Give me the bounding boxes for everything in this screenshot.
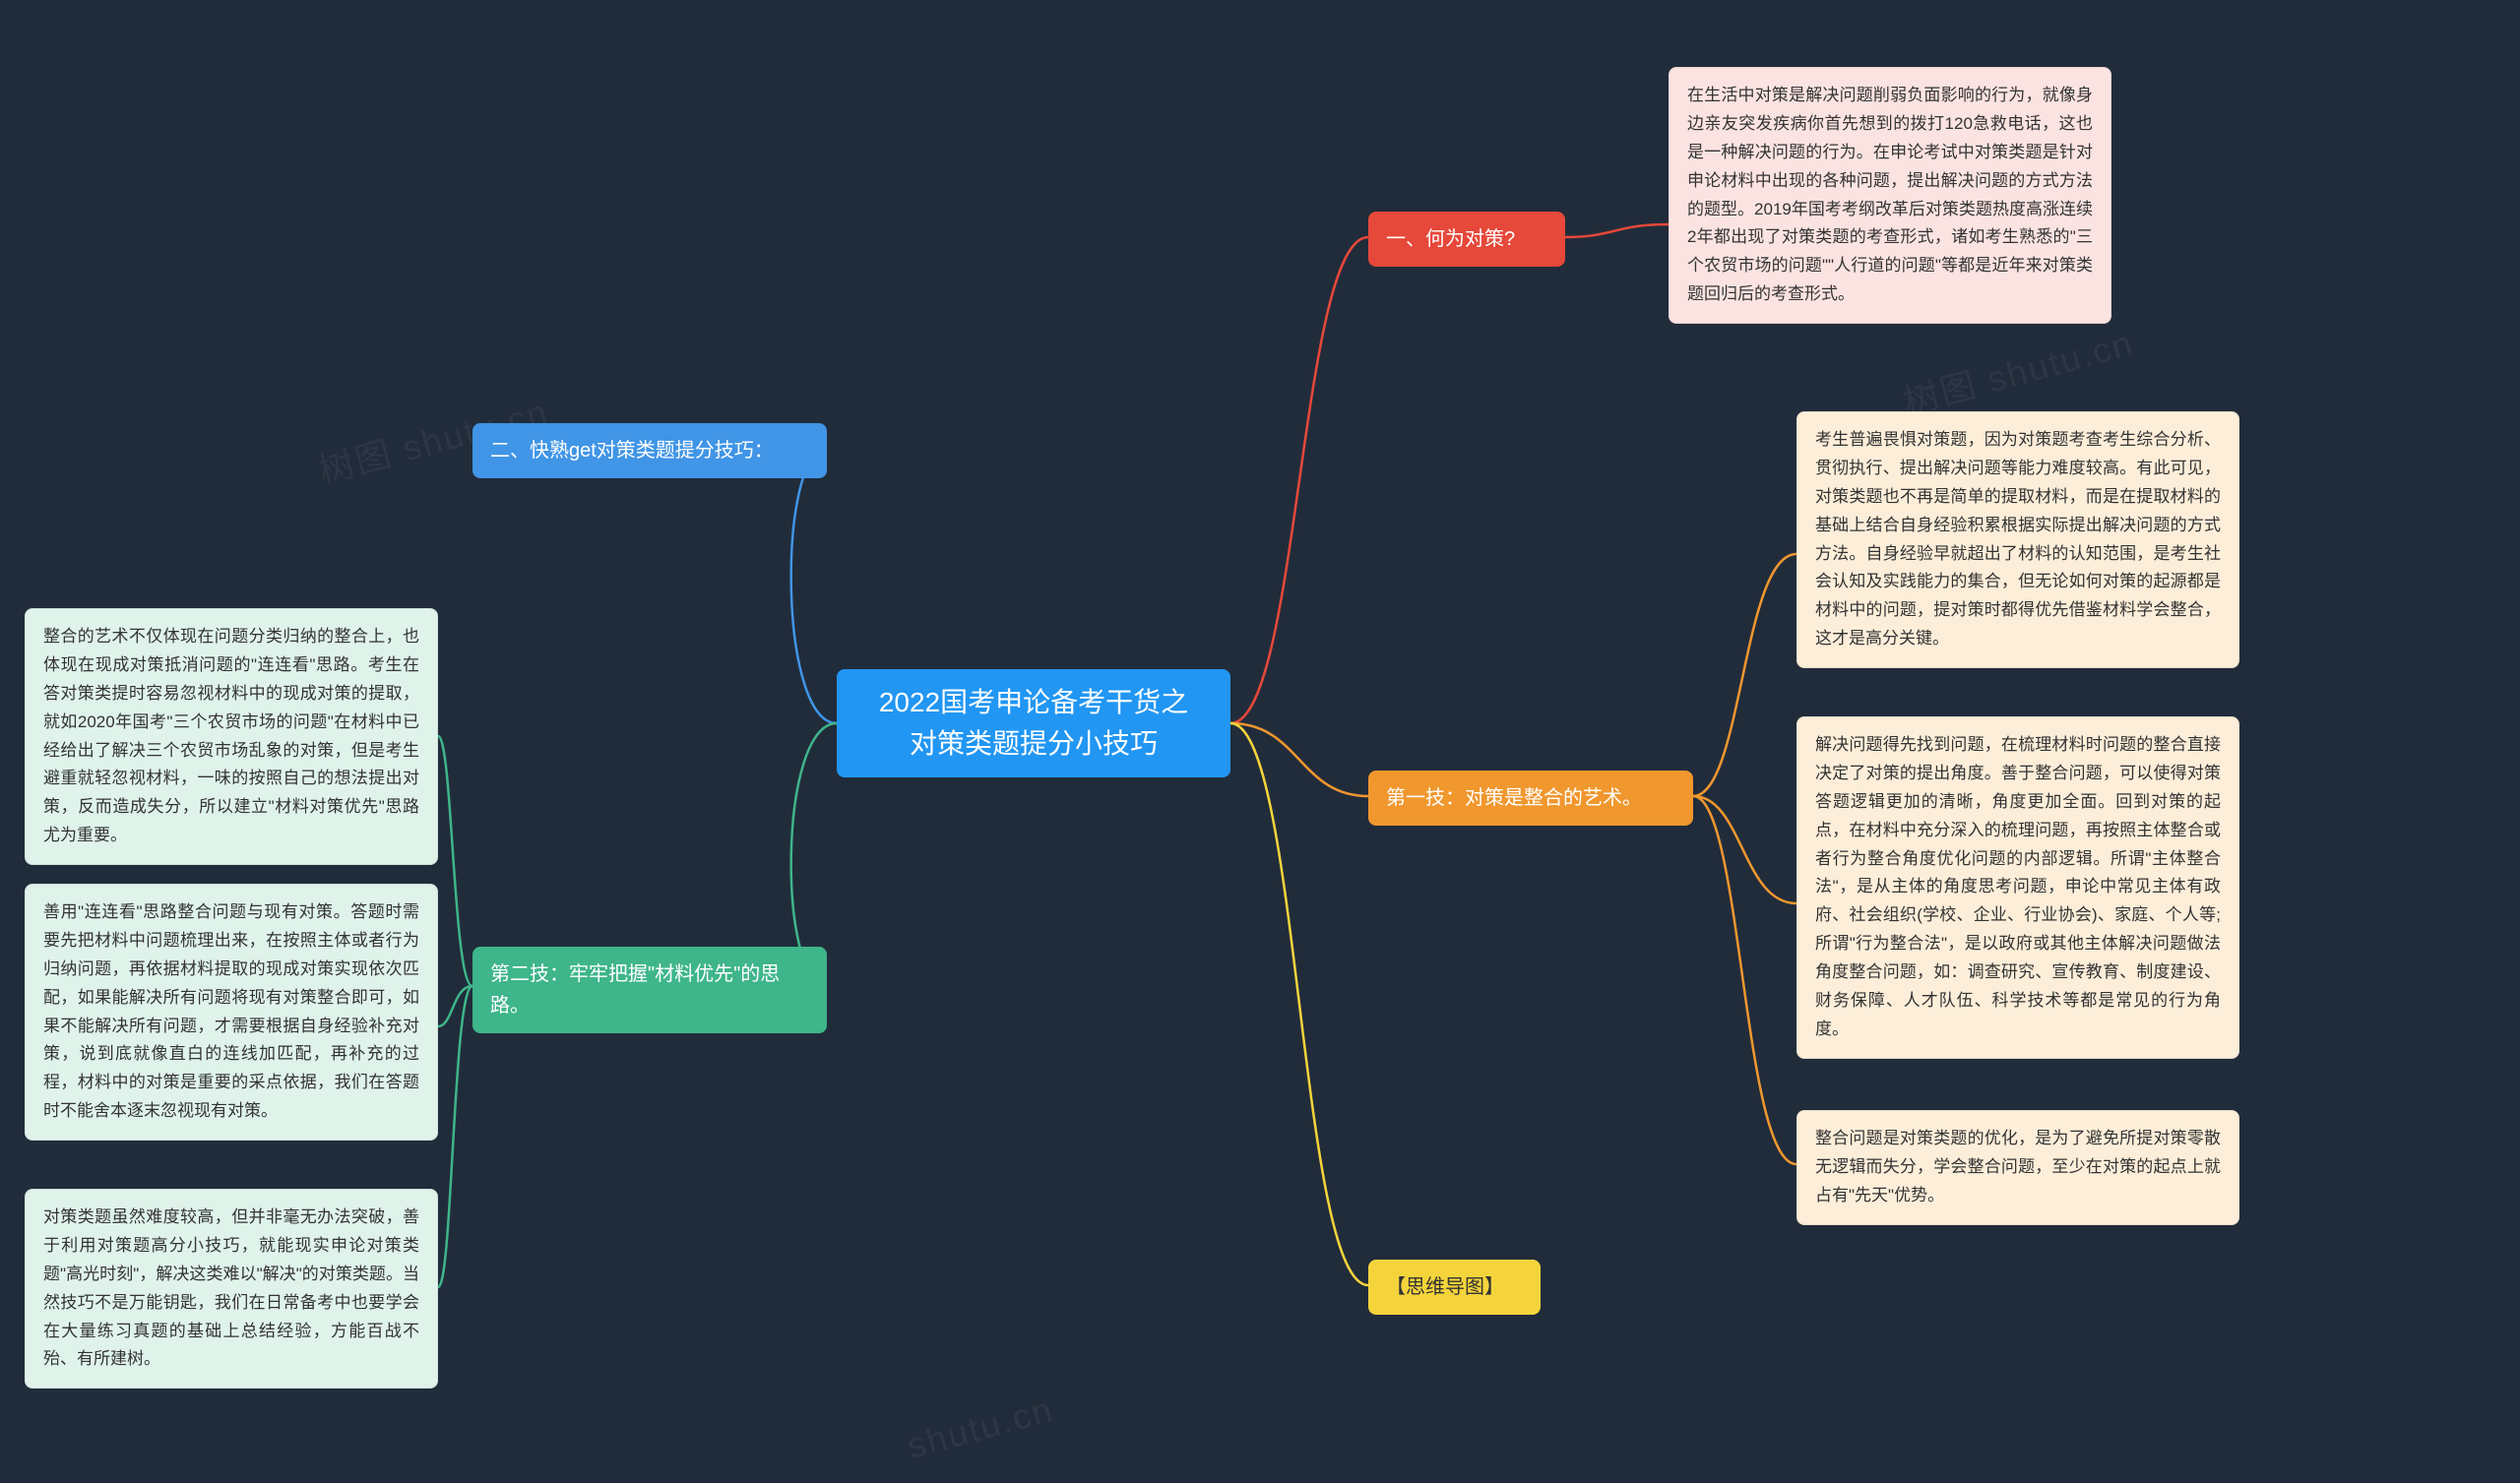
leaf-text: 在生活中对策是解决问题削弱负面影响的行为，就像身边亲友突发疾病你首先想到的拨打1… (1669, 67, 2111, 324)
leaf-text: 整合问题是对策类题的优化，是为了避免所提对策零散无逻辑而失分，学会整合问题，至少… (1796, 1110, 2239, 1225)
leaf-content: 整合问题是对策类题的优化，是为了避免所提对策零散无逻辑而失分，学会整合问题，至少… (1815, 1125, 2221, 1210)
leaf-content: 整合的艺术不仅体现在问题分类归纳的整合上，也体现在现成对策抵消问题的"连连看"思… (43, 623, 419, 850)
branch-mindmap[interactable]: 【思维导图】 (1368, 1260, 1541, 1315)
branch-what-is-countermeasure[interactable]: 一、何为对策? (1368, 212, 1565, 267)
branch-label: 第二技：牢牢把握"材料优先"的思 路。 (490, 958, 780, 1021)
branch-skill-2[interactable]: 第二技：牢牢把握"材料优先"的思 路。 (472, 947, 827, 1033)
leaf-text: 善用"连连看"思路整合问题与现有对策。答题时需要先把材料中问题梳理出来，在按照主… (25, 884, 438, 1141)
leaf-text: 解决问题得先找到问题，在梳理材料时问题的整合直接决定了对策的提出角度。善于整合问… (1796, 716, 2239, 1059)
leaf-content: 在生活中对策是解决问题削弱负面影响的行为，就像身边亲友突发疾病你首先想到的拨打1… (1687, 82, 2093, 309)
branch-label: 【思维导图】 (1386, 1271, 1504, 1303)
branch-skill-1[interactable]: 第一技：对策是整合的艺术。 (1368, 771, 1693, 826)
leaf-content: 解决问题得先找到问题，在梳理材料时问题的整合直接决定了对策的提出角度。善于整合问… (1815, 731, 2221, 1044)
leaf-text: 对策类题虽然难度较高，但并非毫无办法突破，善于利用对策题高分小技巧，就能现实申论… (25, 1189, 438, 1389)
watermark: 树图 shutu.cn (1897, 315, 2138, 425)
leaf-text: 考生普遍畏惧对策题，因为对策题考查考生综合分析、贯彻执行、提出解决问题等能力难度… (1796, 411, 2239, 668)
branch-label: 一、何为对策? (1386, 223, 1515, 255)
leaf-text: 整合的艺术不仅体现在问题分类归纳的整合上，也体现在现成对策抵消问题的"连连看"思… (25, 608, 438, 865)
leaf-content: 对策类题虽然难度较高，但并非毫无办法突破，善于利用对策题高分小技巧，就能现实申论… (43, 1204, 419, 1374)
watermark: shutu.cn (903, 1389, 1058, 1467)
branch-quick-tips[interactable]: 二、快熟get对策类题提分技巧： (472, 423, 827, 478)
branch-label: 第一技：对策是整合的艺术。 (1386, 782, 1642, 814)
leaf-content: 考生普遍畏惧对策题，因为对策题考查考生综合分析、贯彻执行、提出解决问题等能力难度… (1815, 426, 2221, 653)
branch-label: 二、快熟get对策类题提分技巧： (490, 435, 774, 466)
leaf-content: 善用"连连看"思路整合问题与现有对策。答题时需要先把材料中问题梳理出来，在按照主… (43, 898, 419, 1126)
center-topic-label: 2022国考申论备考干货之 对策类题提分小技巧 (879, 682, 1188, 765)
center-topic[interactable]: 2022国考申论备考干货之 对策类题提分小技巧 (837, 669, 1230, 777)
